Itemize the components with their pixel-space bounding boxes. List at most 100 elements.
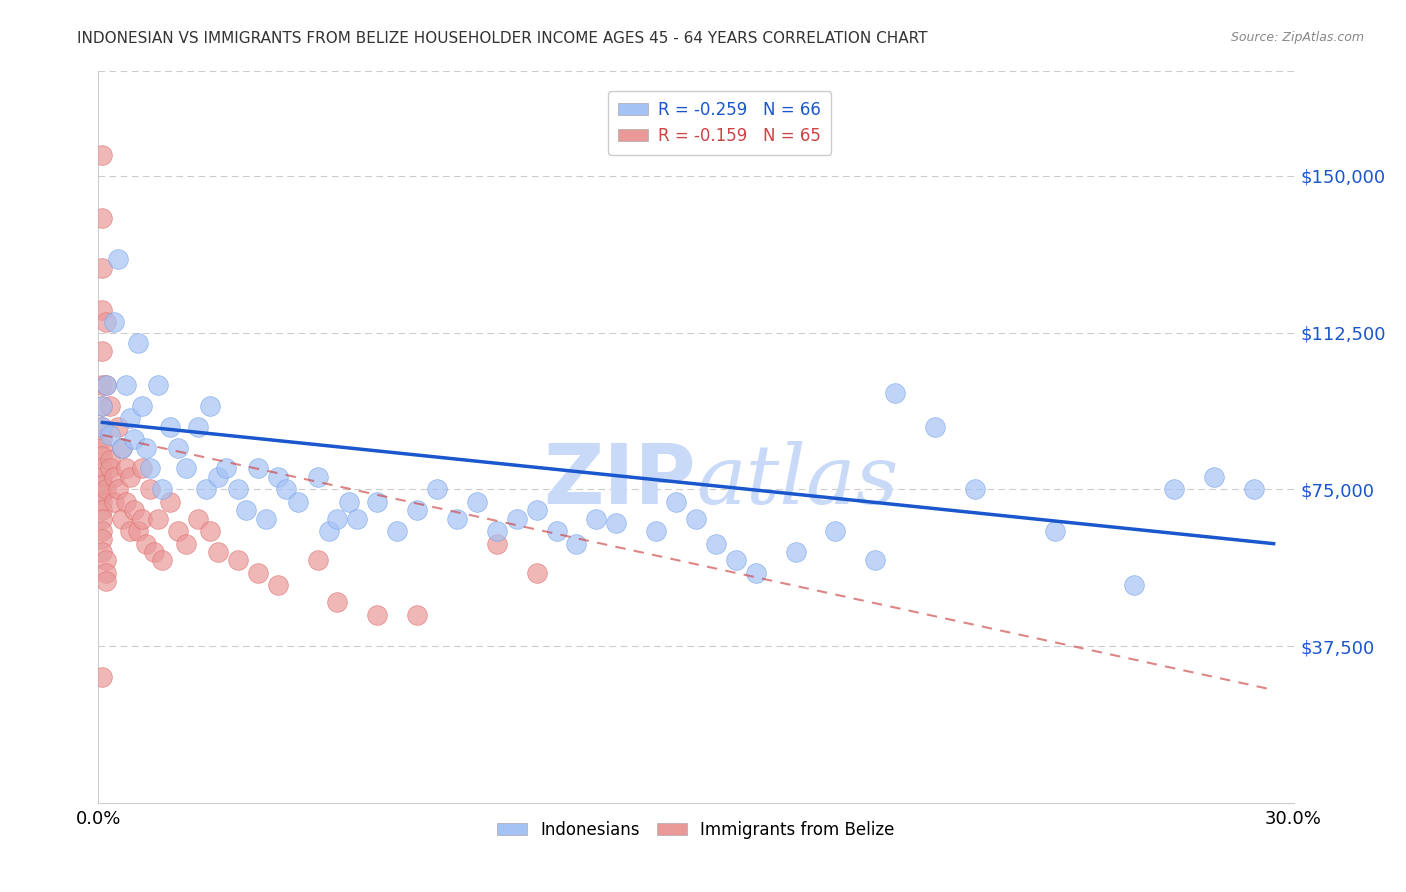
Point xyxy=(485,536,508,550)
Point xyxy=(274,483,297,497)
Point xyxy=(135,441,157,455)
Point xyxy=(546,524,568,538)
Point xyxy=(645,524,668,538)
Point xyxy=(91,545,114,559)
Point xyxy=(1243,483,1265,497)
Point xyxy=(824,524,846,538)
Point xyxy=(96,377,118,392)
Point xyxy=(287,495,309,509)
Point xyxy=(685,511,707,525)
Point xyxy=(139,483,162,497)
Point xyxy=(96,574,118,589)
Point xyxy=(159,419,181,434)
Point xyxy=(585,511,607,525)
Point xyxy=(1163,483,1185,497)
Point xyxy=(226,553,249,567)
Point xyxy=(98,399,122,413)
Point xyxy=(98,428,122,442)
Point xyxy=(235,503,257,517)
Point xyxy=(745,566,768,580)
Point xyxy=(195,483,218,497)
Point xyxy=(91,344,114,359)
Point xyxy=(91,211,114,225)
Point xyxy=(98,453,122,467)
Point xyxy=(148,511,170,525)
Point xyxy=(267,578,290,592)
Point xyxy=(111,511,134,525)
Point xyxy=(167,441,190,455)
Point xyxy=(150,553,173,567)
Point xyxy=(103,470,125,484)
Point xyxy=(366,495,388,509)
Point xyxy=(785,545,807,559)
Point xyxy=(226,483,249,497)
Point xyxy=(115,461,138,475)
Point xyxy=(120,470,142,484)
Point xyxy=(187,419,209,434)
Point xyxy=(103,495,125,509)
Point xyxy=(704,536,727,550)
Point xyxy=(207,470,229,484)
Point xyxy=(107,483,129,497)
Text: atlas: atlas xyxy=(696,441,898,521)
Point xyxy=(91,419,114,434)
Point xyxy=(91,503,114,517)
Point xyxy=(124,432,146,446)
Point xyxy=(111,441,134,455)
Point xyxy=(485,524,508,538)
Point xyxy=(91,260,114,275)
Point xyxy=(115,377,138,392)
Point xyxy=(96,315,118,329)
Point xyxy=(1123,578,1146,592)
Point xyxy=(111,441,134,455)
Point xyxy=(159,495,181,509)
Point xyxy=(91,419,114,434)
Text: INDONESIAN VS IMMIGRANTS FROM BELIZE HOUSEHOLDER INCOME AGES 45 - 64 YEARS CORRE: INDONESIAN VS IMMIGRANTS FROM BELIZE HOU… xyxy=(77,31,928,46)
Point xyxy=(91,148,114,162)
Point xyxy=(131,461,153,475)
Point xyxy=(91,533,114,547)
Point xyxy=(174,461,197,475)
Point xyxy=(91,441,114,455)
Point xyxy=(339,495,361,509)
Point xyxy=(115,495,138,509)
Point xyxy=(426,483,449,497)
Point xyxy=(91,495,114,509)
Point xyxy=(526,503,548,517)
Point xyxy=(91,470,114,484)
Point xyxy=(198,399,221,413)
Point xyxy=(91,461,114,475)
Point xyxy=(1043,524,1066,538)
Point xyxy=(91,399,114,413)
Point xyxy=(107,419,129,434)
Point xyxy=(526,566,548,580)
Point xyxy=(446,511,468,525)
Point xyxy=(198,524,221,538)
Point xyxy=(665,495,688,509)
Point xyxy=(103,315,125,329)
Point xyxy=(307,470,329,484)
Point xyxy=(127,336,149,351)
Point xyxy=(91,670,114,684)
Point xyxy=(406,503,429,517)
Point xyxy=(96,483,118,497)
Point xyxy=(91,449,114,463)
Point xyxy=(246,566,269,580)
Point xyxy=(135,536,157,550)
Point xyxy=(131,399,153,413)
Point xyxy=(91,486,114,500)
Point xyxy=(346,511,368,525)
Point xyxy=(96,566,118,580)
Point xyxy=(91,399,114,413)
Point xyxy=(107,252,129,267)
Point xyxy=(120,411,142,425)
Point xyxy=(215,461,238,475)
Point xyxy=(724,553,747,567)
Point xyxy=(307,553,329,567)
Point xyxy=(98,461,122,475)
Point xyxy=(124,503,146,517)
Point xyxy=(924,419,946,434)
Point xyxy=(150,483,173,497)
Point xyxy=(254,511,277,525)
Point xyxy=(91,511,114,525)
